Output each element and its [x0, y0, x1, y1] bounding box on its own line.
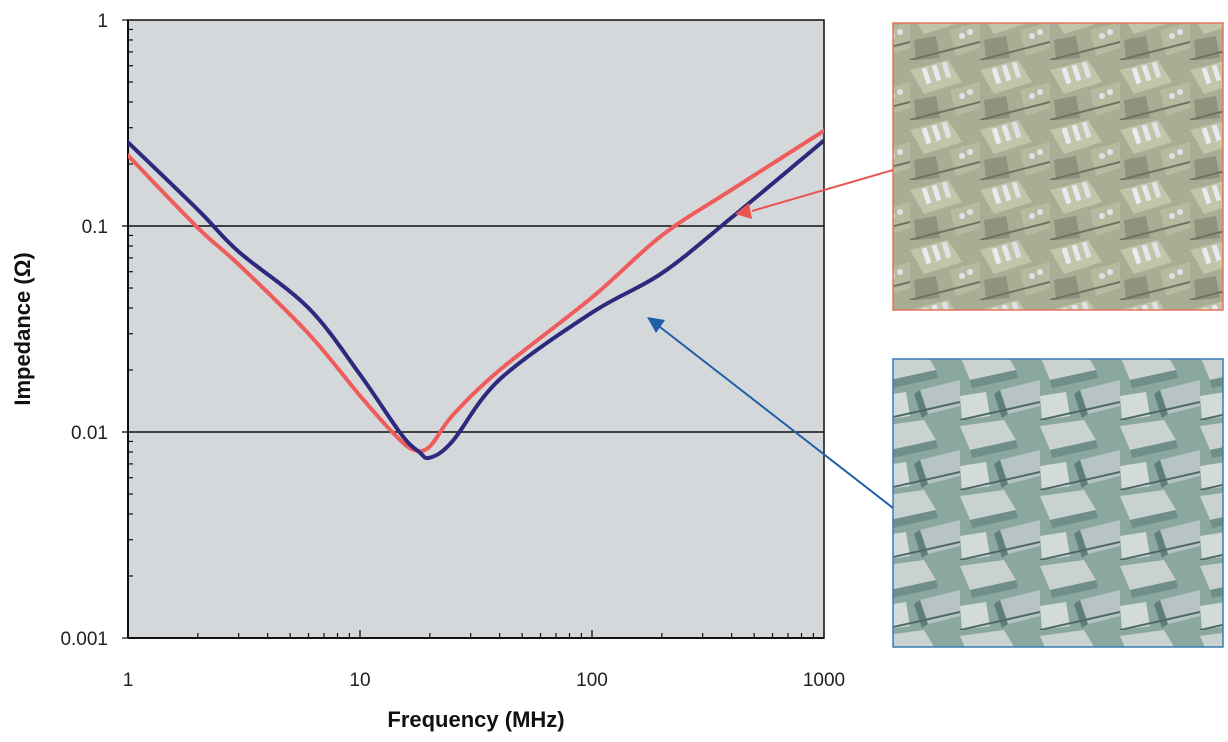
y-axis-title: Impedance (Ω) — [10, 252, 35, 405]
y-tick-label: 0.1 — [82, 217, 108, 238]
x-tick-label: 10 — [349, 670, 370, 691]
x-axis-title: Frequency (MHz) — [387, 707, 564, 732]
red-pointer-arrow — [735, 169, 894, 219]
x-tick-labels: 1 10 100 1000 — [123, 670, 845, 691]
y-tick-label: 0.01 — [71, 423, 108, 444]
x-tick-label: 1000 — [803, 670, 845, 691]
y-tick-label: 1 — [97, 11, 108, 32]
gridlines — [128, 225, 824, 433]
x-tick-label: 100 — [576, 670, 608, 691]
ceramic-capacitor-photo — [892, 22, 1224, 311]
plot-area — [127, 19, 825, 639]
x-tick-label: 1 — [123, 670, 134, 691]
series-line-navy — [128, 138, 824, 461]
blue-pointer-arrow — [647, 317, 894, 509]
series-line-red — [128, 128, 824, 454]
polymer-capacitor-photo — [892, 358, 1224, 648]
y-tick-labels: 0.001 0.01 0.1 1 — [60, 11, 108, 650]
y-tick-label: 0.001 — [60, 629, 108, 650]
